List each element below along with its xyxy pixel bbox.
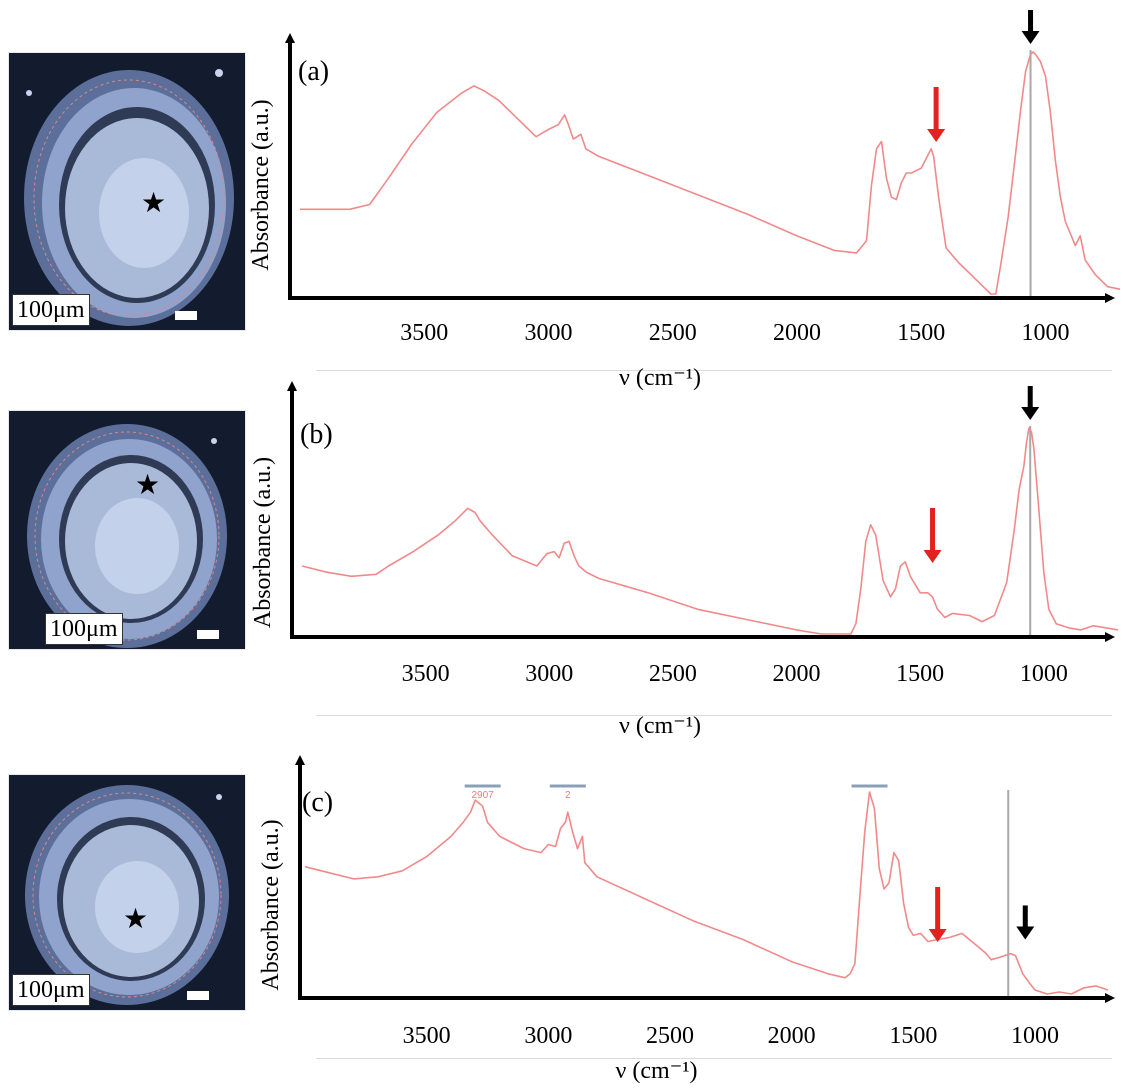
x-axis-label: ν (cm⁻¹) <box>615 1058 697 1084</box>
x-tick-label: 3000 <box>524 1023 572 1049</box>
spectrum-line <box>304 791 1109 995</box>
x-tick-label: 3500 <box>403 1023 451 1049</box>
scale-bar <box>197 630 219 639</box>
spectrum-line <box>300 51 1121 295</box>
micrograph-b-image <box>9 411 245 649</box>
scale-label: 100μm <box>12 974 90 1006</box>
chart-panel-a: 3500 3000 2500 2000 1500 1000 ν (cm⁻¹) Absorban… <box>248 10 1121 391</box>
panel-label: (c) <box>302 787 333 818</box>
black-arrow-head <box>1021 31 1040 44</box>
x-tick-label: 1500 <box>897 320 945 346</box>
x-tick-label: 3500 <box>402 661 450 687</box>
y-axis-label: Absorbance (a.u.) <box>248 99 274 270</box>
black-arrow-head <box>1016 926 1035 940</box>
scale-bar <box>187 991 209 1000</box>
black-arrow-head <box>1021 407 1040 420</box>
peak-label: 2907 <box>472 790 495 801</box>
scale-label: 100μm <box>45 613 123 645</box>
y-axis-label: Absorbance (a.u.) <box>258 819 284 990</box>
scale-bar <box>175 311 197 320</box>
red-arrow <box>927 87 946 142</box>
x-tick-label: 1000 <box>1011 1023 1059 1049</box>
red-arrow <box>923 508 942 563</box>
x-tick-label: 2500 <box>649 661 697 687</box>
micrograph-c: ★ 100μm <box>8 774 246 1011</box>
x-tick-label: 1500 <box>896 661 944 687</box>
star-marker: ★ <box>123 902 149 935</box>
x-tick-label: 2000 <box>773 320 821 346</box>
panel-label: (b) <box>300 419 333 450</box>
scale-label: 100μm <box>12 294 90 326</box>
x-tick-label: 3500 <box>400 320 448 346</box>
black-arrow <box>1021 386 1040 420</box>
red-arrow-head <box>927 129 946 142</box>
star-marker: ★ <box>141 186 167 219</box>
x-axis-label: ν (cm⁻¹) <box>619 713 701 739</box>
frame-line <box>316 1058 1112 1059</box>
red-arrow <box>928 887 947 942</box>
red-arrow-head <box>923 550 942 563</box>
x-tick-label: 3000 <box>525 661 573 687</box>
x-tick-label: 1000 <box>1020 661 1068 687</box>
micrograph-c-image <box>9 775 245 1010</box>
x-tick-label: 2500 <box>649 320 697 346</box>
frame-line <box>316 370 1112 371</box>
peak-label: 2 <box>565 790 571 801</box>
x-tick-label: 2500 <box>646 1023 694 1049</box>
micrograph-a-image <box>9 53 245 330</box>
star-marker: ★ <box>135 468 161 501</box>
chart-panel-c: 2907 2 3500 3000 2500 2000 1500 1000 ν (cm⁻¹) Abs… <box>258 755 1115 1084</box>
micrograph-b: ★ 100μm <box>8 410 246 650</box>
black-arrow <box>1021 10 1040 44</box>
panel-label: (a) <box>298 56 329 87</box>
y-axis-label: Absorbance (a.u.) <box>250 457 276 628</box>
chart-panel-b: 3500 3000 2500 2000 1500 1000 ν (cm⁻¹) Absorban… <box>250 381 1119 739</box>
red-arrow-head <box>928 929 947 942</box>
x-tick-label: 1500 <box>889 1023 937 1049</box>
black-arrow <box>1016 905 1035 940</box>
x-tick-label: 2000 <box>773 661 821 687</box>
x-axis-label: ν (cm⁻¹) <box>619 365 701 391</box>
x-tick-label: 3000 <box>524 320 572 346</box>
x-tick-label: 2000 <box>768 1023 816 1049</box>
micrograph-a: ★ 100μm <box>8 52 246 331</box>
x-tick-label: 1000 <box>1021 320 1069 346</box>
spectrum-line <box>301 427 1119 635</box>
frame-line <box>316 715 1112 716</box>
